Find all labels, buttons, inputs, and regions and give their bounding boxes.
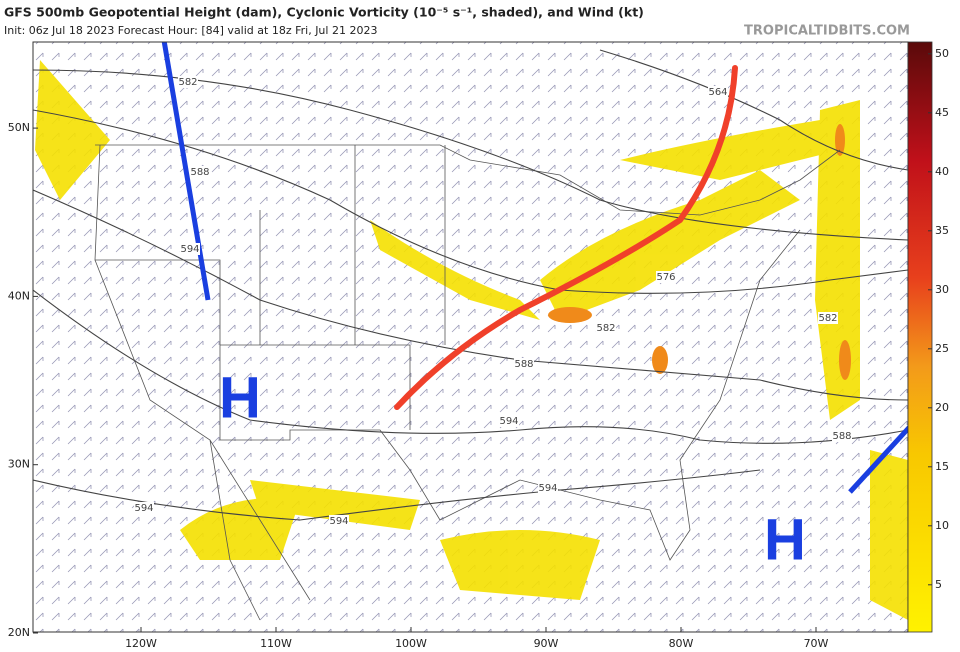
lon-label: 120W <box>125 637 157 650</box>
map-area: 582 588 594 564 576 582 588 594 594 594 594 582 588 <box>33 42 908 632</box>
vorticity-shading <box>35 60 908 620</box>
colorbar <box>907 41 933 633</box>
contour-label: 582 <box>596 323 615 334</box>
contour-label: 588 <box>832 431 851 442</box>
lon-label: 110W <box>260 637 292 650</box>
contour-label-bg <box>514 358 534 370</box>
ridge-axis <box>848 425 908 494</box>
colorbar-label: 45 <box>935 106 949 119</box>
contour-label: 594 <box>538 483 557 494</box>
high-pressure-label: H <box>219 365 261 430</box>
lon-label: 80W <box>669 637 694 650</box>
borders <box>94 144 841 621</box>
colorbar-label: 35 <box>935 224 949 237</box>
contour-label: 594 <box>329 516 348 527</box>
high-pressure-label: H <box>764 507 806 572</box>
lat-label: 20N <box>8 626 30 639</box>
colorbar-label: 40 <box>935 165 949 178</box>
contour-label-bg <box>499 415 519 427</box>
contour-label: 588 <box>190 167 209 178</box>
contour-label: 594 <box>134 503 153 514</box>
lat-label: 30N <box>8 458 30 471</box>
colorbar-label: 50 <box>935 47 949 60</box>
contour-labels: 582 588 594 564 576 582 588 594 594 594 594 582 588 <box>134 76 852 527</box>
colorbar-label: 30 <box>935 283 949 296</box>
contour-label-bg <box>538 482 558 494</box>
contour-label: 576 <box>656 272 675 283</box>
contour-label-bg <box>596 322 616 334</box>
vorticity-core <box>548 124 851 380</box>
trough-axis <box>394 65 738 410</box>
contour-label-bg <box>818 312 838 324</box>
lon-label: 90W <box>534 637 559 650</box>
colorbar-label: 15 <box>935 460 949 473</box>
contour-label: 582 <box>178 77 197 88</box>
contour-label: 594 <box>180 244 199 255</box>
contour-label-bg <box>180 243 200 255</box>
contour-label-bg <box>656 271 676 283</box>
title: GFS 500mb Geopotential Height (dam), Cyc… <box>4 5 644 20</box>
lon-label: 100W <box>395 637 427 650</box>
contour-label-bg <box>190 166 210 178</box>
contour-label: 582 <box>818 313 837 324</box>
colorbar-label: 25 <box>935 342 949 355</box>
contour-label-bg <box>178 76 198 88</box>
colorbar-label: 5 <box>935 578 942 591</box>
colorbar-label: 20 <box>935 401 949 414</box>
lat-label: 50N <box>8 121 30 134</box>
contour-label-bg <box>708 86 728 98</box>
contour-label: 564 <box>708 87 727 98</box>
subtitle: Init: 06z Jul 18 2023 Forecast Hour: [84… <box>4 24 377 37</box>
contour-label-bg <box>134 502 154 514</box>
lat-label: 40N <box>8 289 30 302</box>
lon-label: 70W <box>804 637 829 650</box>
colorbar-label: 10 <box>935 519 949 532</box>
contour-label-bg <box>832 430 852 442</box>
contour-label: 588 <box>514 359 533 370</box>
contour-label-bg <box>329 515 349 527</box>
contour-label: 594 <box>499 416 518 427</box>
watermark: TROPICALTIDBITS.COM <box>744 24 910 39</box>
